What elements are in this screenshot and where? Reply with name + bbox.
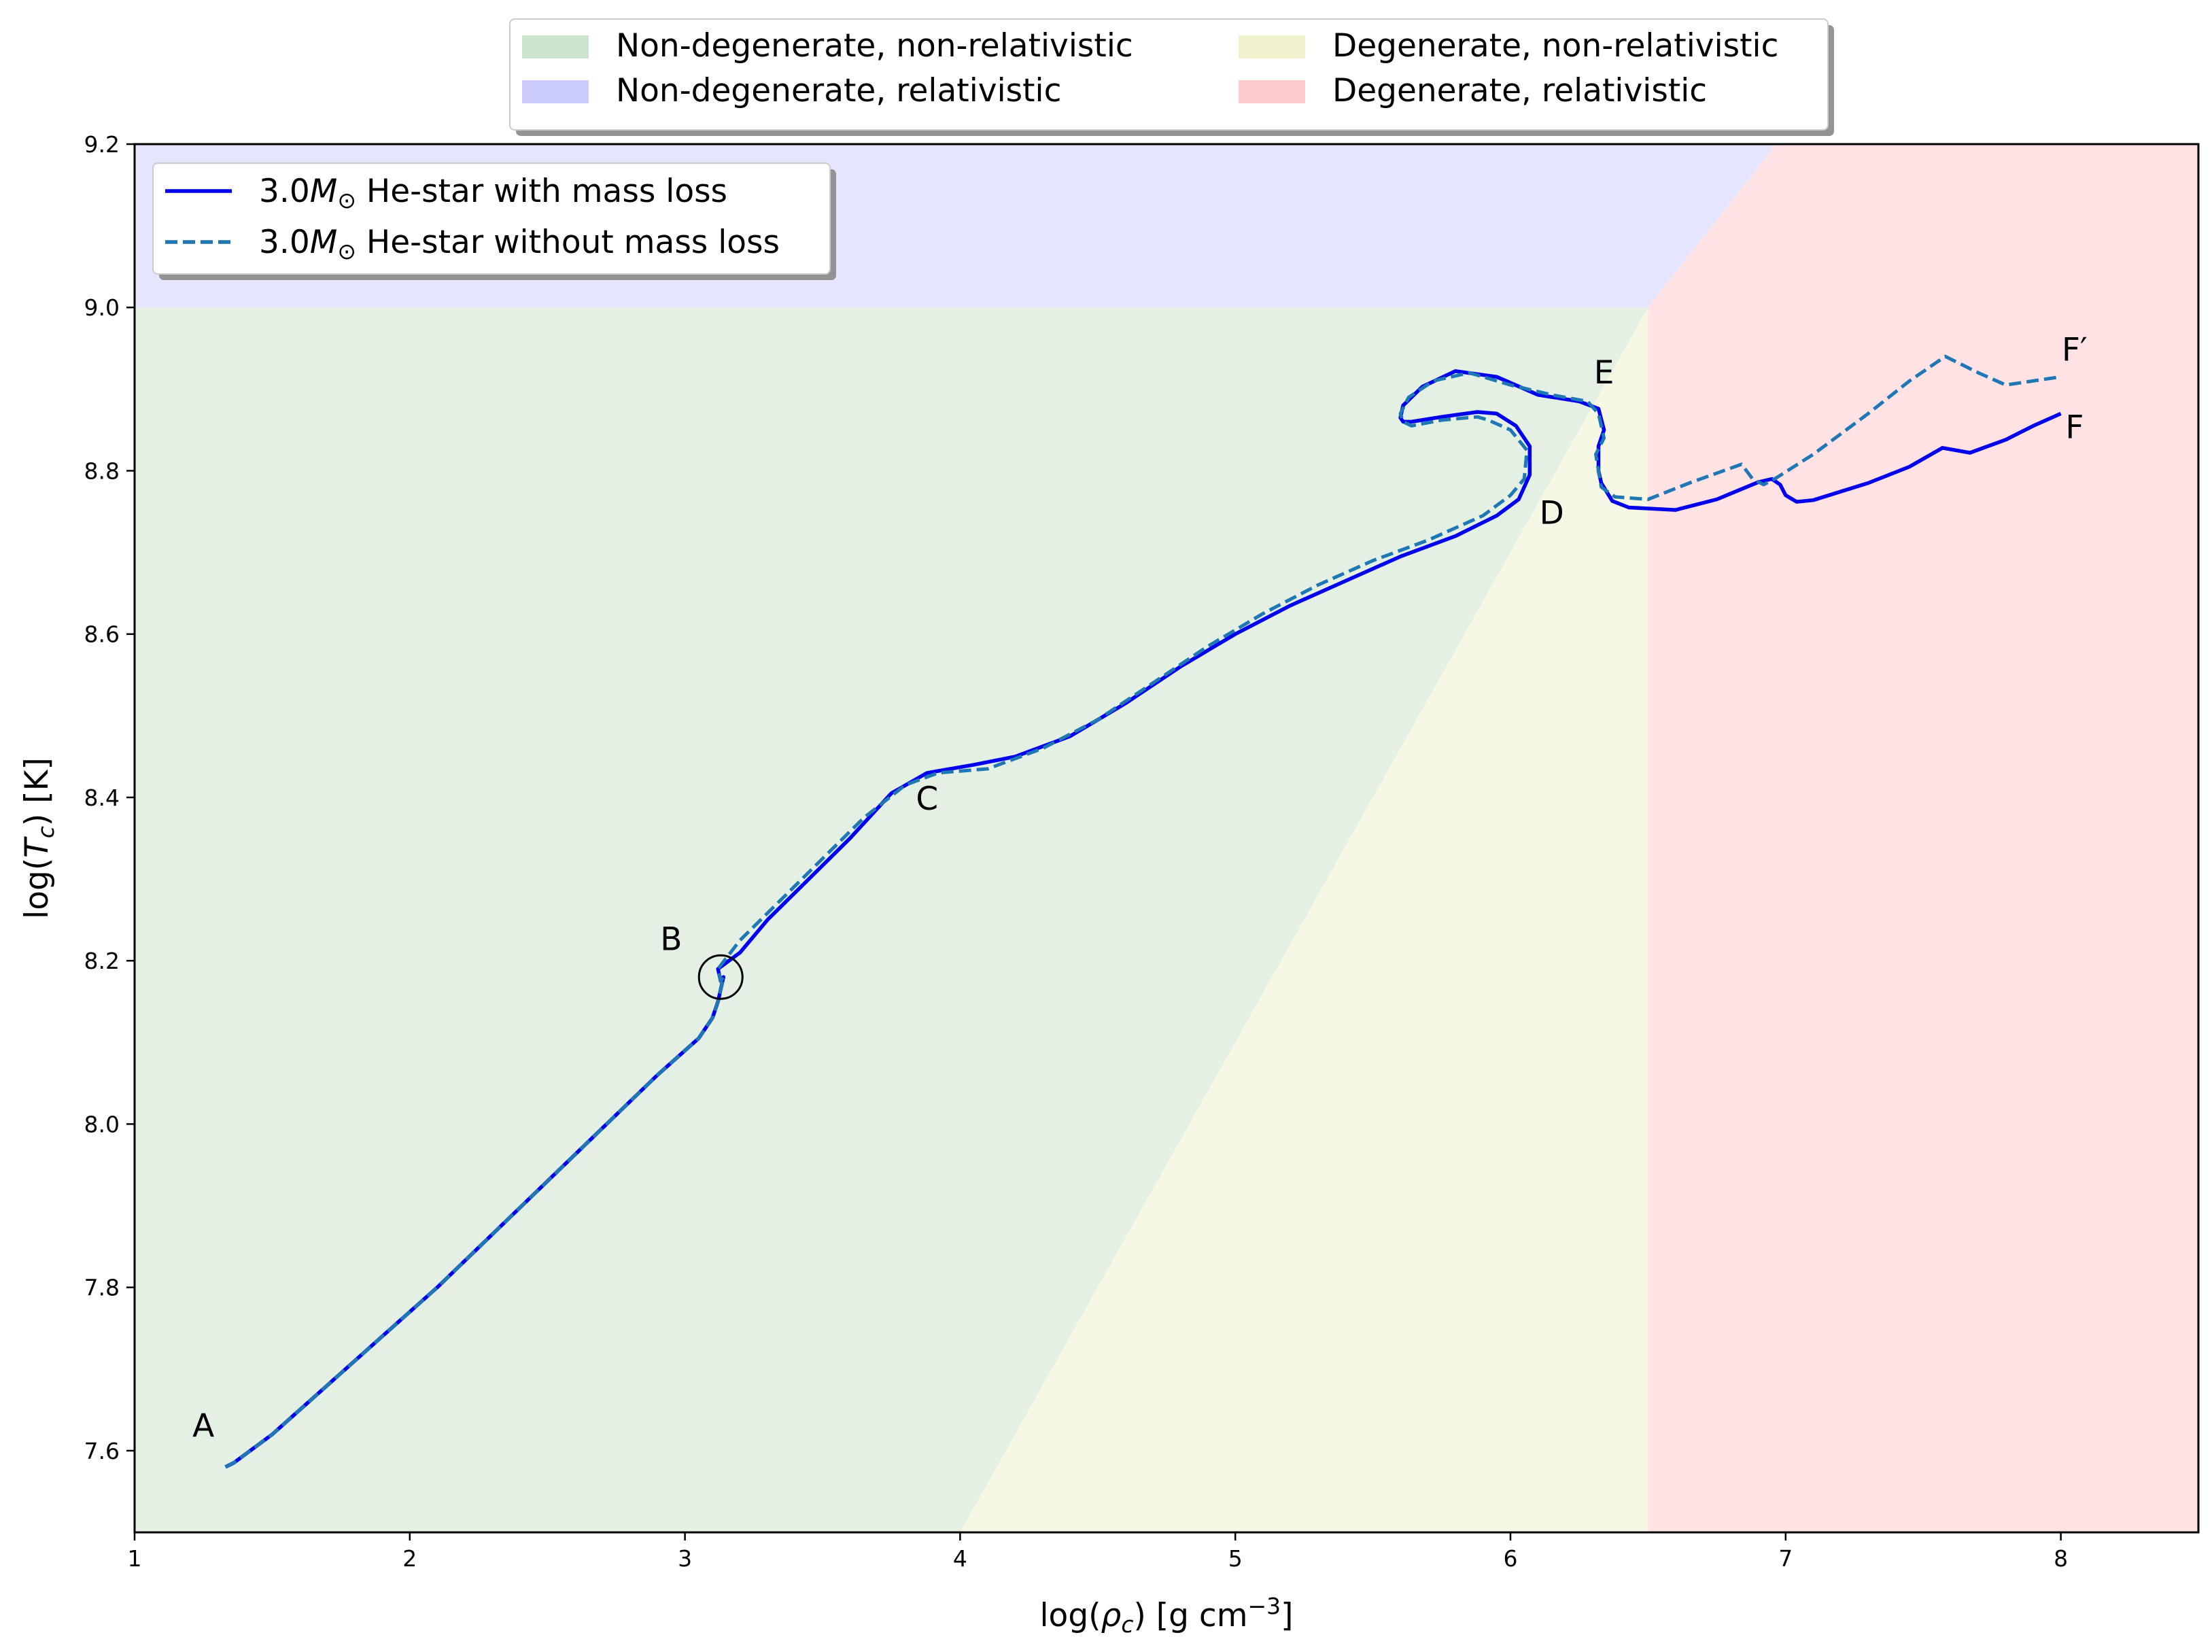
region-layer (135, 144, 2198, 1533)
region-legend-label: Degenerate, relativistic (1332, 72, 1707, 109)
x-tick-label: 1 (128, 1545, 142, 1572)
y-tick-label: 8.4 (84, 785, 120, 811)
x-tick-label: 6 (1504, 1545, 1518, 1572)
point-label-6: F′ (2062, 331, 2088, 368)
x-tick-label: 4 (953, 1545, 967, 1572)
x-tick-label: 5 (1228, 1545, 1243, 1572)
region-legend-swatch (1239, 80, 1305, 103)
y-axis-title: log(Tc) [K] (18, 757, 59, 919)
region-legend-label: Non-degenerate, relativistic (616, 72, 1061, 109)
tick-layer: 1 2 3 4 5 6 7 8 7.6 7.8 8.0 8.2 8.4 8.6 8.8 9.0 9.2 (84, 131, 2069, 1572)
series-line-1 (224, 354, 2061, 1469)
region-legend-box (509, 18, 1829, 131)
y-tick-label: 7.8 (84, 1275, 120, 1301)
y-tick-label: 9.0 (84, 294, 120, 321)
y-tick-label: 8.0 (84, 1111, 120, 1137)
point-label-5: F (2065, 409, 2084, 446)
region-0 (135, 307, 1648, 1533)
point-label-3: D (1540, 495, 1564, 532)
series-legend: 3.0M⊙ He-star with mass loss 3.0M⊙ He-sta… (152, 162, 836, 280)
x-tick-label: 2 (402, 1545, 417, 1572)
x-axis-title: log(ρc) [g cm−3] (1040, 1593, 1294, 1638)
point-label-2: C (916, 780, 938, 818)
region-legend: Non-degenerate, non-relativistic Non-dege… (509, 18, 1834, 136)
circle-marker (697, 954, 744, 1000)
y-tick-label: 8.2 (84, 948, 120, 974)
series-legend-label: 3.0M⊙ He-star without mass loss (259, 224, 780, 264)
region-2 (960, 307, 1648, 1533)
series-legend-box (152, 162, 831, 275)
y-tick-label: 8.8 (84, 458, 120, 484)
x-tick-label: 7 (1778, 1545, 1793, 1572)
region-legend-swatch (1239, 35, 1305, 58)
region-legend-label: Non-degenerate, non-relativistic (616, 27, 1133, 65)
region-legend-label: Degenerate, non-relativistic (1332, 27, 1778, 65)
region-legend-swatch (522, 80, 589, 103)
x-tick-label: 8 (2054, 1545, 2068, 1572)
region-legend-swatch (522, 35, 589, 58)
region-3 (1648, 144, 2198, 1532)
plot-frame (133, 143, 2200, 1534)
point-label-0: A (192, 1407, 214, 1445)
x-tick-label: 3 (678, 1545, 692, 1572)
series-legend-label: 3.0M⊙ He-star with mass loss (259, 173, 727, 213)
point-label-4: E (1594, 354, 1614, 392)
y-tick-label: 8.6 (84, 621, 120, 648)
y-tick-label: 9.2 (84, 131, 120, 158)
y-tick-label: 7.6 (84, 1438, 120, 1464)
point-label-1: B (660, 921, 682, 959)
annotation-layer: A B C D E F F′ (192, 331, 2088, 1445)
series-layer (224, 354, 2062, 1469)
